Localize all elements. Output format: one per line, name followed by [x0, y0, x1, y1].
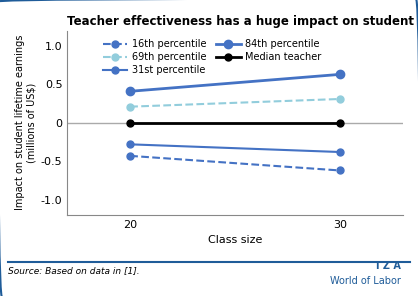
X-axis label: Class size: Class size [208, 236, 263, 245]
Text: World of Labor: World of Labor [330, 276, 401, 286]
Y-axis label: Impact on student lifetime earnings
(millions of US$): Impact on student lifetime earnings (mil… [15, 35, 37, 210]
Text: Teacher effectiveness has a huge impact on student earnings: Teacher effectiveness has a huge impact … [67, 15, 418, 28]
Text: Source: Based on data in [1].: Source: Based on data in [1]. [8, 266, 140, 275]
Legend: 16th percentile, 69th percentile, 31st percentile, 84th percentile, Median teach: 16th percentile, 69th percentile, 31st p… [99, 36, 326, 79]
Text: I Z A: I Z A [376, 261, 401, 271]
